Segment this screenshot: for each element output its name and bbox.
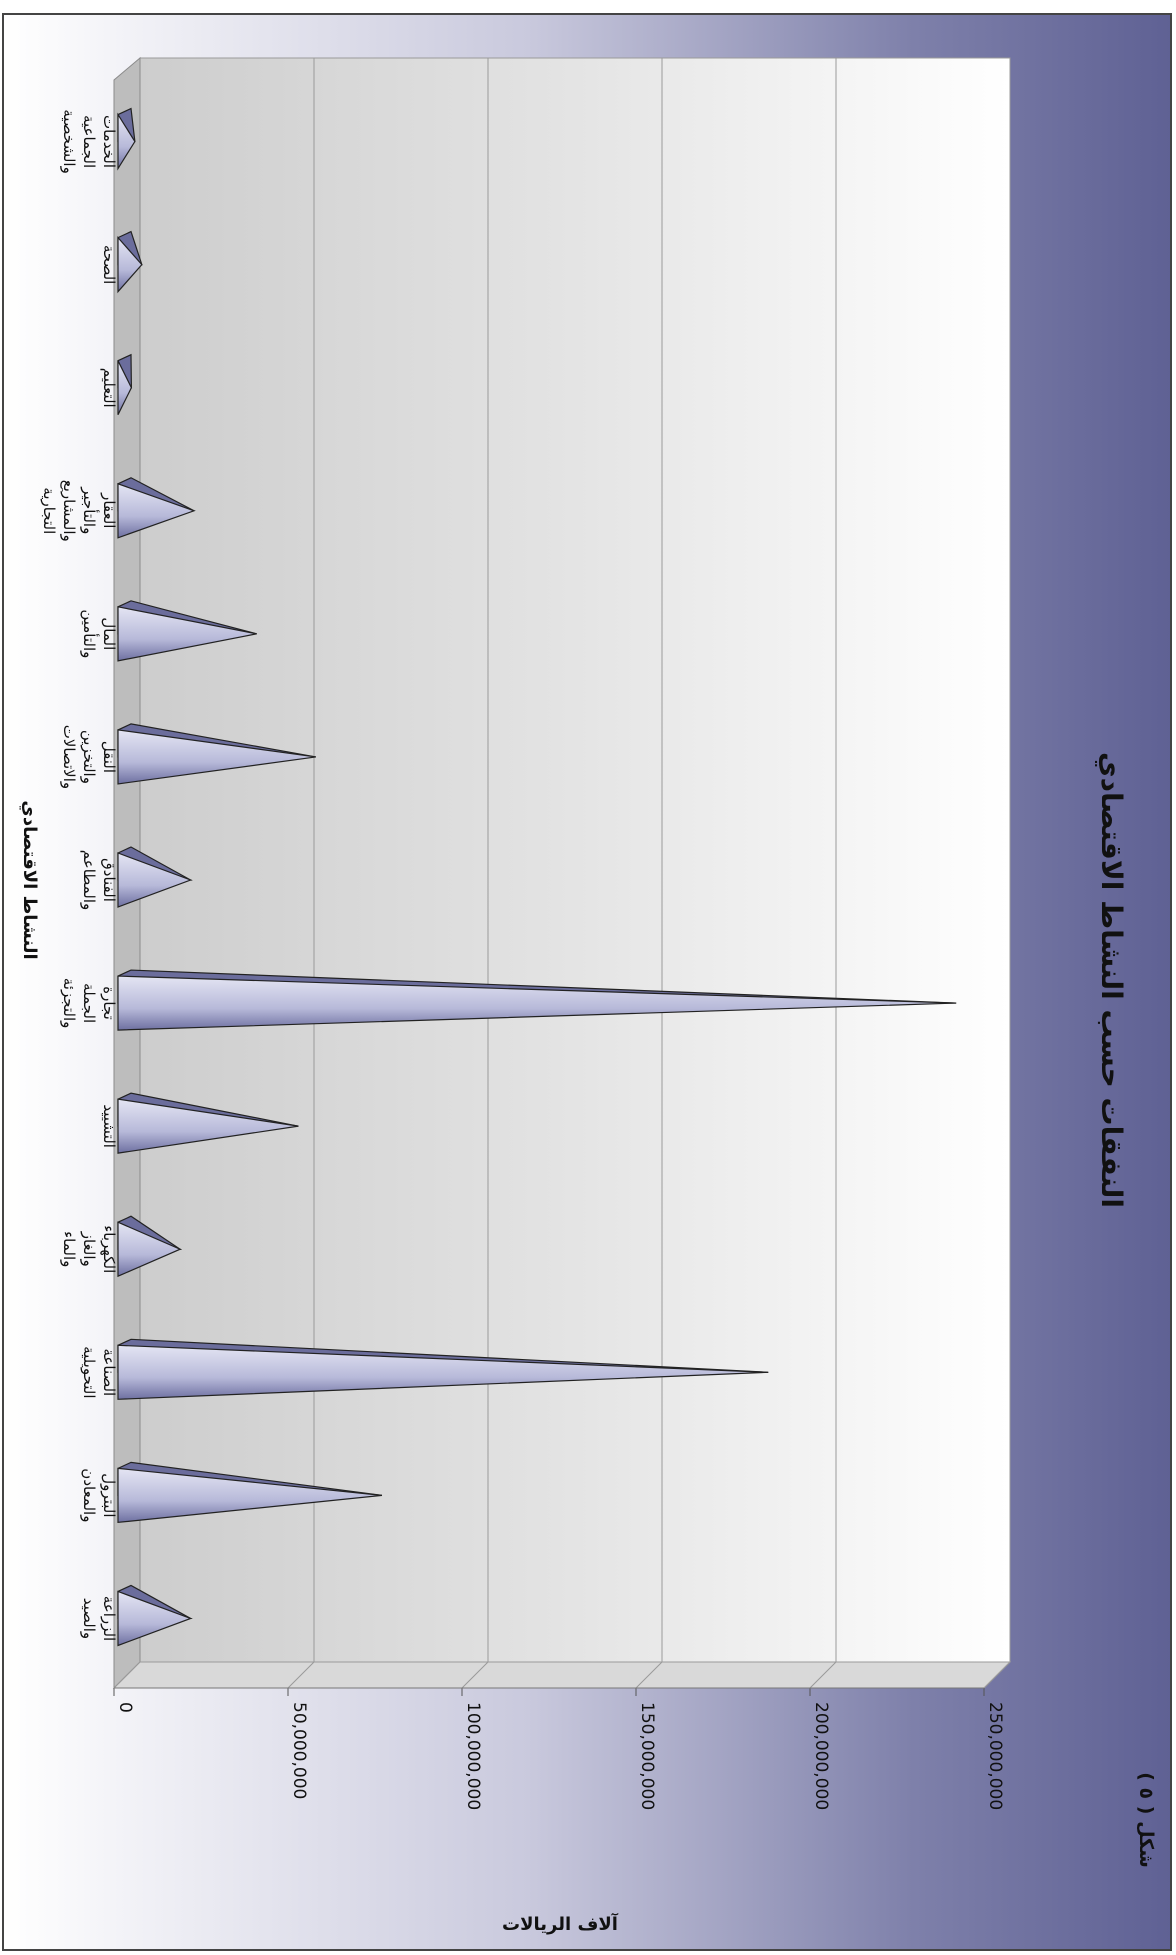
bars [117,107,957,1647]
y-tick-label: 0 [115,1702,135,1713]
bar [117,107,136,171]
chart-title: النفقات حسب النشاط الاقتصادي [1095,752,1128,1208]
bar-front-face [117,360,133,415]
gridline-depth [809,1661,837,1689]
plot-side-wall [112,1661,1012,1689]
y-tick-label: 100,000,000 [463,1702,483,1810]
bar [117,846,193,908]
bar-front-face [117,729,316,785]
category-label-line: التجارية [40,487,58,534]
category-label-line: النقل [100,741,118,773]
category-label-line: والمشاريع [60,480,78,542]
category-label-line: والمعادن [80,1468,98,1522]
bar-front-face [117,112,136,171]
bar-front-face [117,482,196,539]
x-axis-title: النشاط الاقتصادي [19,800,40,959]
category-label-line: التعليم [100,368,118,408]
bar [117,1092,299,1154]
gridline-depth [287,1661,315,1689]
bar-front-face [117,1098,299,1154]
bar [117,477,196,539]
gridline-depth [983,1661,1011,1689]
category-label-line: الفنادق [100,858,118,902]
bar [117,1338,769,1400]
y-tick-label: 250,000,000 [985,1702,1005,1810]
category-label-line: التشييد [100,1104,118,1148]
gridline-depth [635,1661,663,1689]
gridline-depth [113,1661,141,1689]
gridlines [113,58,1011,1689]
bar [117,969,957,1031]
bar-front-face [117,852,193,908]
category-label-line: التحويلية [80,1346,98,1398]
category-label-line: تجارة [100,986,118,1020]
plot-area [139,57,1011,1663]
category-label-line: والماء [60,1231,78,1267]
y-tick-label: 200,000,000 [811,1702,831,1810]
category-label-line: والغاز [80,1231,98,1267]
category-label-line: والاتصالات [60,725,78,789]
category-label: الصحة [100,245,118,284]
category-label: التعليم [100,368,118,408]
bar-front-face [117,1221,182,1278]
category-label-line: الخدمات [100,115,118,168]
category-label-line: البترول [100,1473,118,1517]
category-label-line: العقار [100,492,118,528]
bar [117,353,133,415]
bar-front-face [117,606,257,662]
bar [117,600,257,662]
bar-front-face [117,1467,383,1524]
bar [117,723,316,785]
y-tick-label: 150,000,000 [637,1702,657,1810]
category-label: التشييد [100,1104,118,1148]
category-label-line: الزراعة [100,1596,118,1641]
y-axis-title: آلاف الريالات [502,1912,619,1935]
category-label-line: الجملة [80,983,98,1023]
category-label-line: والتأمين [80,609,100,658]
bar [117,1584,193,1647]
bar-front-face [117,975,957,1031]
y-axis-ticks: 0 50,000,000 100,000,000 150,000,000 200,000… [113,1687,1005,1810]
y-tick-label: 50,000,000 [289,1702,309,1799]
category-label-line: والمطاعم [80,850,98,910]
category-label-line: الصناعة [100,1348,118,1396]
category-label-line: والشخصية [60,109,78,174]
bar [117,1461,383,1524]
bar-front-face [117,1344,769,1400]
category-label-line: والتأجير [80,486,100,534]
category-label-line: والتجزئة [60,978,78,1029]
category-label-line: الجماعية [80,115,98,168]
gridline-depth [461,1661,489,1689]
category-label-line: الصحة [100,245,118,284]
bar-front-face [117,236,143,294]
category-label-line: المال [100,617,118,650]
bar [117,230,143,294]
bar-front-face [117,1590,193,1647]
category-label-line: والصيد [80,1598,98,1639]
category-label-line: الكهرباء [100,1225,118,1273]
bar [117,1215,183,1278]
category-label-line: والتخزين [80,730,98,784]
figure-label: شكل ( ٥ ) [1135,1772,1157,1868]
